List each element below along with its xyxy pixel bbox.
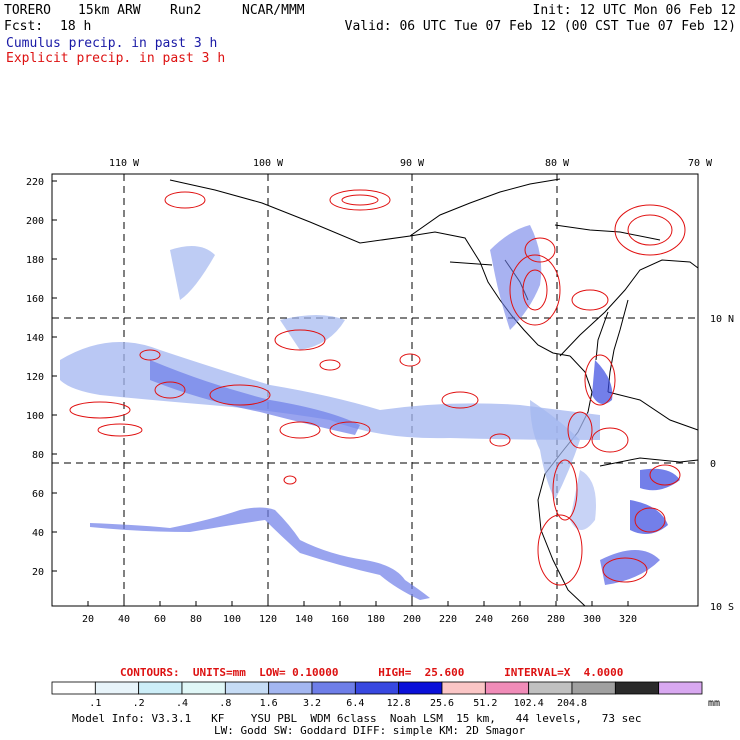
colorbar-label: 102.4 bbox=[514, 698, 544, 709]
colorbar-label: 25.6 bbox=[430, 698, 454, 709]
model-info-line1: Model Info: V3.3.1 KF YSU PBL WDM 6class… bbox=[72, 712, 642, 725]
colorbar-swatch bbox=[354, 681, 400, 695]
colorbar-swatch bbox=[658, 681, 703, 695]
colorbar-swatch bbox=[181, 681, 226, 695]
lon-label: 100 W bbox=[253, 158, 284, 169]
init-time: Init: 12 UTC Mon 06 Feb 12 bbox=[532, 3, 737, 18]
x-tick-label: 80 bbox=[190, 614, 202, 625]
colorbar-label: .2 bbox=[133, 698, 145, 709]
colorbar-label: 12.8 bbox=[387, 698, 411, 709]
colorbar-swatch bbox=[398, 681, 443, 695]
colorbar-swatch bbox=[614, 681, 660, 695]
x-tick-label: 60 bbox=[154, 614, 166, 625]
lat-label: 0 bbox=[710, 459, 716, 470]
org-label: NCAR/MMM bbox=[242, 3, 305, 18]
forecast-hours: 18 h bbox=[60, 19, 92, 34]
colorbar-swatch bbox=[571, 681, 616, 695]
y-tick-label: 100 bbox=[26, 411, 44, 422]
colorbar bbox=[51, 681, 703, 695]
colorbar-swatch bbox=[441, 681, 486, 695]
colorbar-label: 51.2 bbox=[473, 698, 497, 709]
x-tick-label: 240 bbox=[475, 614, 493, 625]
model-resolution: 15km ARW bbox=[78, 3, 141, 18]
colorbar-label: .1 bbox=[89, 698, 101, 709]
colorbar-swatch bbox=[528, 681, 573, 695]
colorbar-label: .8 bbox=[219, 698, 231, 709]
colorbar-swatch bbox=[138, 681, 183, 695]
x-tick-label: 20 bbox=[82, 614, 94, 625]
x-axis-ticks: 20 40 60 80 100 120 140 160 180 200 220 … bbox=[82, 614, 637, 625]
x-tick-marks bbox=[87, 601, 629, 606]
lon-label: 70 W bbox=[688, 158, 713, 169]
colorbar-swatch bbox=[94, 681, 140, 695]
y-tick-label: 220 bbox=[26, 177, 44, 188]
run-label: Run2 bbox=[170, 3, 202, 18]
colorbar-unit: mm bbox=[708, 698, 720, 709]
y-tick-label: 140 bbox=[26, 333, 44, 344]
lon-label: 110 W bbox=[109, 158, 140, 169]
x-tick-label: 140 bbox=[295, 614, 313, 625]
y-axis-ticks: 220 200 180 160 140 120 100 80 60 40 20 bbox=[26, 177, 44, 578]
contour-info: CONTOURS: UNITS=mm LOW= 0.10000 HIGH= 25… bbox=[120, 666, 624, 679]
lat-label: 10 N bbox=[710, 314, 734, 325]
y-tick-label: 40 bbox=[32, 528, 44, 539]
colorbar-labels: .1 .2 .4 .8 1.6 3.2 6.4 12.8 25.6 51.2 102.4 204.8 bbox=[89, 698, 587, 709]
cumulus-precip-field bbox=[60, 225, 680, 600]
model-name: TORERO bbox=[4, 3, 51, 18]
forecast-label: Fcst: bbox=[4, 19, 44, 34]
x-tick-label: 260 bbox=[511, 614, 529, 625]
y-tick-label: 180 bbox=[26, 255, 44, 266]
explicit-legend: Explicit precip. in past 3 h bbox=[6, 51, 226, 66]
colorbar-swatch bbox=[51, 681, 96, 695]
lon-labels: 110 W 100 W 90 W 80 W 70 W bbox=[109, 158, 713, 169]
x-tick-label: 180 bbox=[367, 614, 385, 625]
colorbar-swatch bbox=[484, 681, 530, 695]
x-tick-label: 120 bbox=[259, 614, 277, 625]
y-tick-marks bbox=[52, 180, 57, 572]
x-tick-label: 280 bbox=[547, 614, 565, 625]
lat-label: 10 S bbox=[710, 602, 734, 613]
lon-label: 80 W bbox=[545, 158, 570, 169]
coastlines bbox=[169, 178, 699, 607]
y-tick-label: 200 bbox=[26, 216, 44, 227]
y-tick-label: 120 bbox=[26, 372, 44, 383]
model-info-line2: LW: Godd SW: Goddard DIFF: simple KM: 2D… bbox=[214, 724, 526, 737]
lon-label: 90 W bbox=[400, 158, 425, 169]
y-tick-label: 80 bbox=[32, 450, 44, 461]
y-tick-label: 20 bbox=[32, 567, 44, 578]
colorbar-label: 204.8 bbox=[557, 698, 587, 709]
x-tick-label: 300 bbox=[583, 614, 601, 625]
colorbar-swatch bbox=[268, 681, 313, 695]
x-tick-label: 100 bbox=[223, 614, 241, 625]
colorbar-swatch bbox=[311, 681, 356, 695]
explicit-precip-contours bbox=[69, 189, 686, 586]
colorbar-label: .4 bbox=[176, 698, 188, 709]
x-tick-label: 40 bbox=[118, 614, 130, 625]
cumulus-legend: Cumulus precip. in past 3 h bbox=[6, 36, 218, 51]
y-tick-label: 160 bbox=[26, 294, 44, 305]
lat-labels: 10 N 0 10 S bbox=[710, 314, 734, 613]
colorbar-label: 6.4 bbox=[346, 698, 364, 709]
colorbar-label: 3.2 bbox=[303, 698, 321, 709]
y-tick-label: 60 bbox=[32, 489, 44, 500]
x-tick-label: 220 bbox=[439, 614, 457, 625]
x-tick-label: 200 bbox=[403, 614, 421, 625]
x-tick-label: 160 bbox=[331, 614, 349, 625]
x-tick-label: 320 bbox=[619, 614, 637, 625]
colorbar-swatch bbox=[224, 681, 270, 695]
valid-time: Valid: 06 UTC Tue 07 Feb 12 (00 CST Tue … bbox=[344, 19, 736, 34]
colorbar-label: 1.6 bbox=[260, 698, 278, 709]
